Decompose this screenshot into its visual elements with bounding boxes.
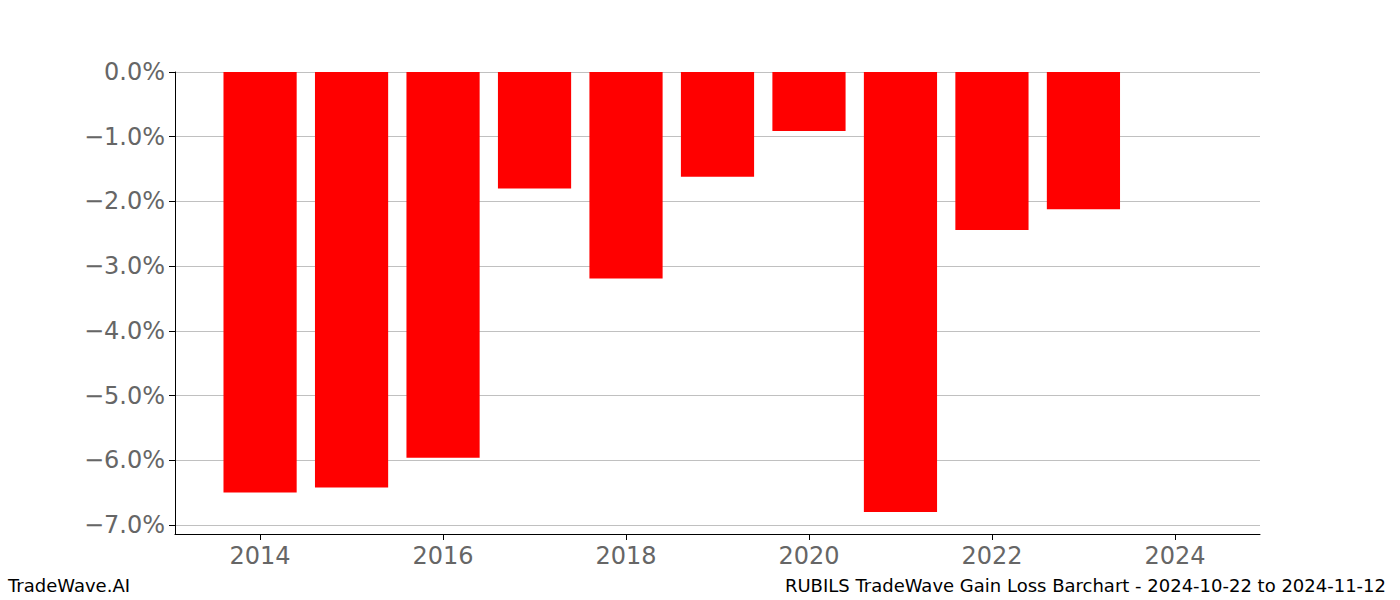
svg-text:2016: 2016 (413, 542, 474, 570)
svg-text:RUBILS TradeWave Gain Loss Bar: RUBILS TradeWave Gain Loss Barchart - 20… (785, 575, 1386, 596)
svg-text:−3.0%: −3.0% (84, 252, 165, 280)
svg-text:TradeWave.AI: TradeWave.AI (7, 575, 130, 596)
svg-text:2018: 2018 (595, 542, 656, 570)
svg-text:−1.0%: −1.0% (84, 123, 165, 151)
svg-text:2014: 2014 (230, 542, 291, 570)
svg-text:−7.0%: −7.0% (84, 511, 165, 539)
svg-text:2022: 2022 (961, 542, 1022, 570)
svg-text:2020: 2020 (778, 542, 839, 570)
svg-text:−5.0%: −5.0% (84, 382, 165, 410)
svg-text:−4.0%: −4.0% (84, 317, 165, 345)
svg-text:−2.0%: −2.0% (84, 187, 165, 215)
svg-text:−6.0%: −6.0% (84, 446, 165, 474)
svg-text:2024: 2024 (1144, 542, 1205, 570)
svg-text:0.0%: 0.0% (104, 58, 165, 86)
